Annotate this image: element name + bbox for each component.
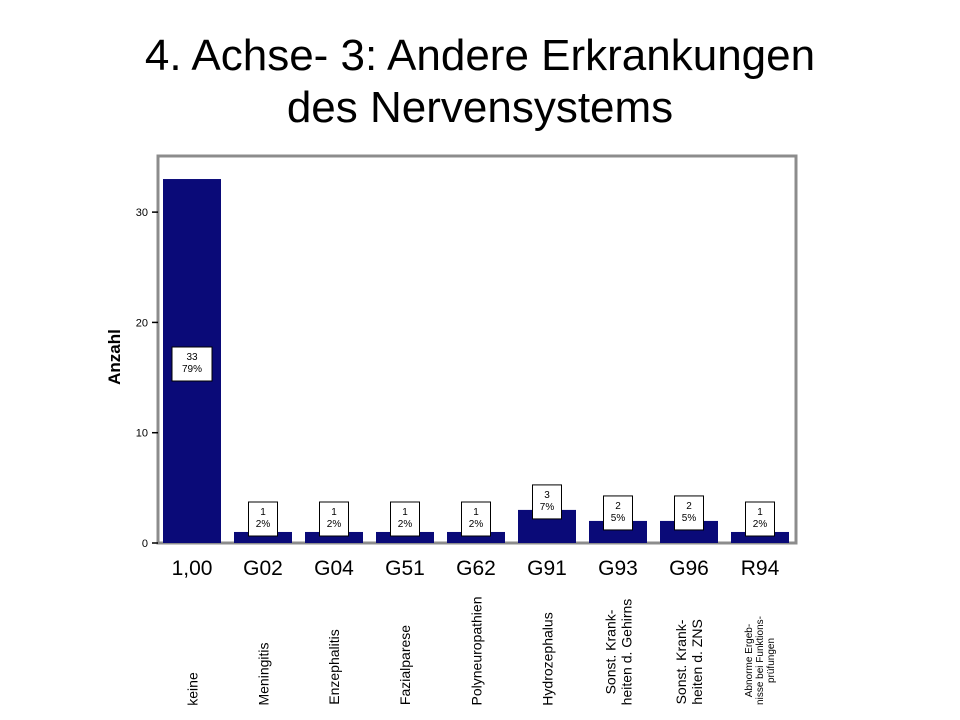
data-label-1-0: 1 (260, 507, 266, 518)
data-label-box-0 (171, 346, 213, 382)
chart-title: 4. Achse- 3: Andere Erkrankungen des Ner… (0, 30, 960, 134)
category-description-5: Hydrozephalus (539, 612, 555, 705)
data-label-box-8 (745, 501, 775, 537)
category-description-line: Hydrozephalus (539, 611, 556, 706)
data-label-3-0: 1 (402, 507, 408, 518)
category-description-6: Sonst. Krank-heiten d. Gehirns (602, 598, 634, 705)
data-label-2-0: 1 (331, 507, 337, 518)
data-label-6-0: 2 (615, 501, 621, 512)
data-label-box-2 (319, 501, 349, 537)
chart-title-line-1: 4. Achse- 3: Andere Erkrankungen (144, 31, 816, 80)
category-description-line: Meningitis (255, 641, 272, 706)
bar-G04 (305, 531, 363, 543)
category-description-line: Polyneuropathien (467, 596, 484, 705)
category-description-8: Abnorme Ergeb-nisse bei Funktions-prüfun… (743, 616, 776, 705)
data-label-7-1: 5% (682, 513, 697, 524)
data-label-box-7 (674, 495, 704, 531)
data-label-6-1: 5% (611, 513, 626, 524)
data-label-box-4 (461, 501, 491, 537)
bar-G51 (376, 531, 434, 543)
y-tick-label-3: 30 (136, 207, 148, 219)
bar-G62 (447, 531, 505, 543)
chart-bars (163, 179, 789, 543)
data-label-8-1: 2% (753, 519, 768, 530)
category-description-line: heiten d. ZNS (688, 619, 705, 705)
data-label-8-0: 1 (757, 507, 763, 518)
category-description-0: keine (184, 672, 200, 705)
data-label-2-1: 2% (327, 519, 342, 530)
plot-frame (156, 154, 798, 545)
x-tick-label-6: G93 (598, 557, 638, 580)
category-description-line: Sonst. Krank- (601, 609, 618, 694)
y-tick-label-2: 20 (136, 317, 148, 329)
category-description-2: Enzephalitis (326, 629, 342, 705)
data-label-5-1: 7% (540, 502, 555, 513)
category-description-line: Fazialparese (397, 624, 414, 706)
data-label-box-1 (248, 501, 278, 537)
category-description-line: Sonst. Krank- (672, 619, 689, 705)
x-tick-label-5: G91 (527, 557, 567, 580)
chart-axes: 0 10 20 30 Anzahl 1,00 G02 G04 G51 G62 G91 G93 G96 R9… (105, 154, 798, 580)
category-description-7: Sonst. Krank-heiten d. ZNS (673, 619, 705, 705)
data-label-box-5 (532, 484, 562, 520)
data-label-7-0: 2 (686, 501, 692, 512)
x-tick-label-4: G62 (456, 557, 496, 580)
bar-R94 (731, 531, 789, 543)
x-tick-label-8: R94 (741, 557, 780, 580)
data-label-1-1: 2% (256, 519, 271, 530)
y-tick-label-0: 0 (142, 538, 148, 550)
category-description-line: keine (184, 671, 201, 706)
x-tick-label-0: 1,00 (172, 557, 213, 580)
category-description-4: Polyneuropathien (468, 596, 484, 705)
category-description-line: Abnorme Ergeb- (743, 623, 755, 698)
data-label-0-1: 79% (182, 364, 202, 375)
category-description-line: nisse bei Funktions- (754, 616, 766, 705)
data-label-box-6 (603, 495, 633, 531)
data-label-4-0: 1 (473, 507, 479, 518)
category-description-line: prüfungen (765, 637, 777, 684)
x-tick-label-2: G04 (314, 557, 354, 580)
category-description-line: Enzephalitis (325, 629, 342, 705)
x-tick-label-3: G51 (385, 557, 425, 580)
data-label-0-0: 33 (186, 352, 198, 363)
y-axis-label: Anzahl (105, 329, 124, 385)
data-label-4-1: 2% (469, 519, 484, 530)
bar-G02 (234, 531, 292, 543)
chart-title-line-2: des Nervensystems (286, 83, 674, 132)
y-tick-label-1: 10 (136, 428, 148, 440)
data-label-box-3 (390, 501, 420, 537)
x-tick-label-7: G96 (669, 557, 709, 580)
data-label-3-1: 2% (398, 519, 413, 530)
category-description-1: Meningitis (255, 642, 271, 705)
x-tick-label-1: G02 (243, 557, 283, 580)
category-description-line: heiten d. Gehirns (617, 598, 634, 705)
data-label-5-0: 3 (544, 490, 550, 501)
category-description-3: Fazialparese (397, 625, 413, 705)
